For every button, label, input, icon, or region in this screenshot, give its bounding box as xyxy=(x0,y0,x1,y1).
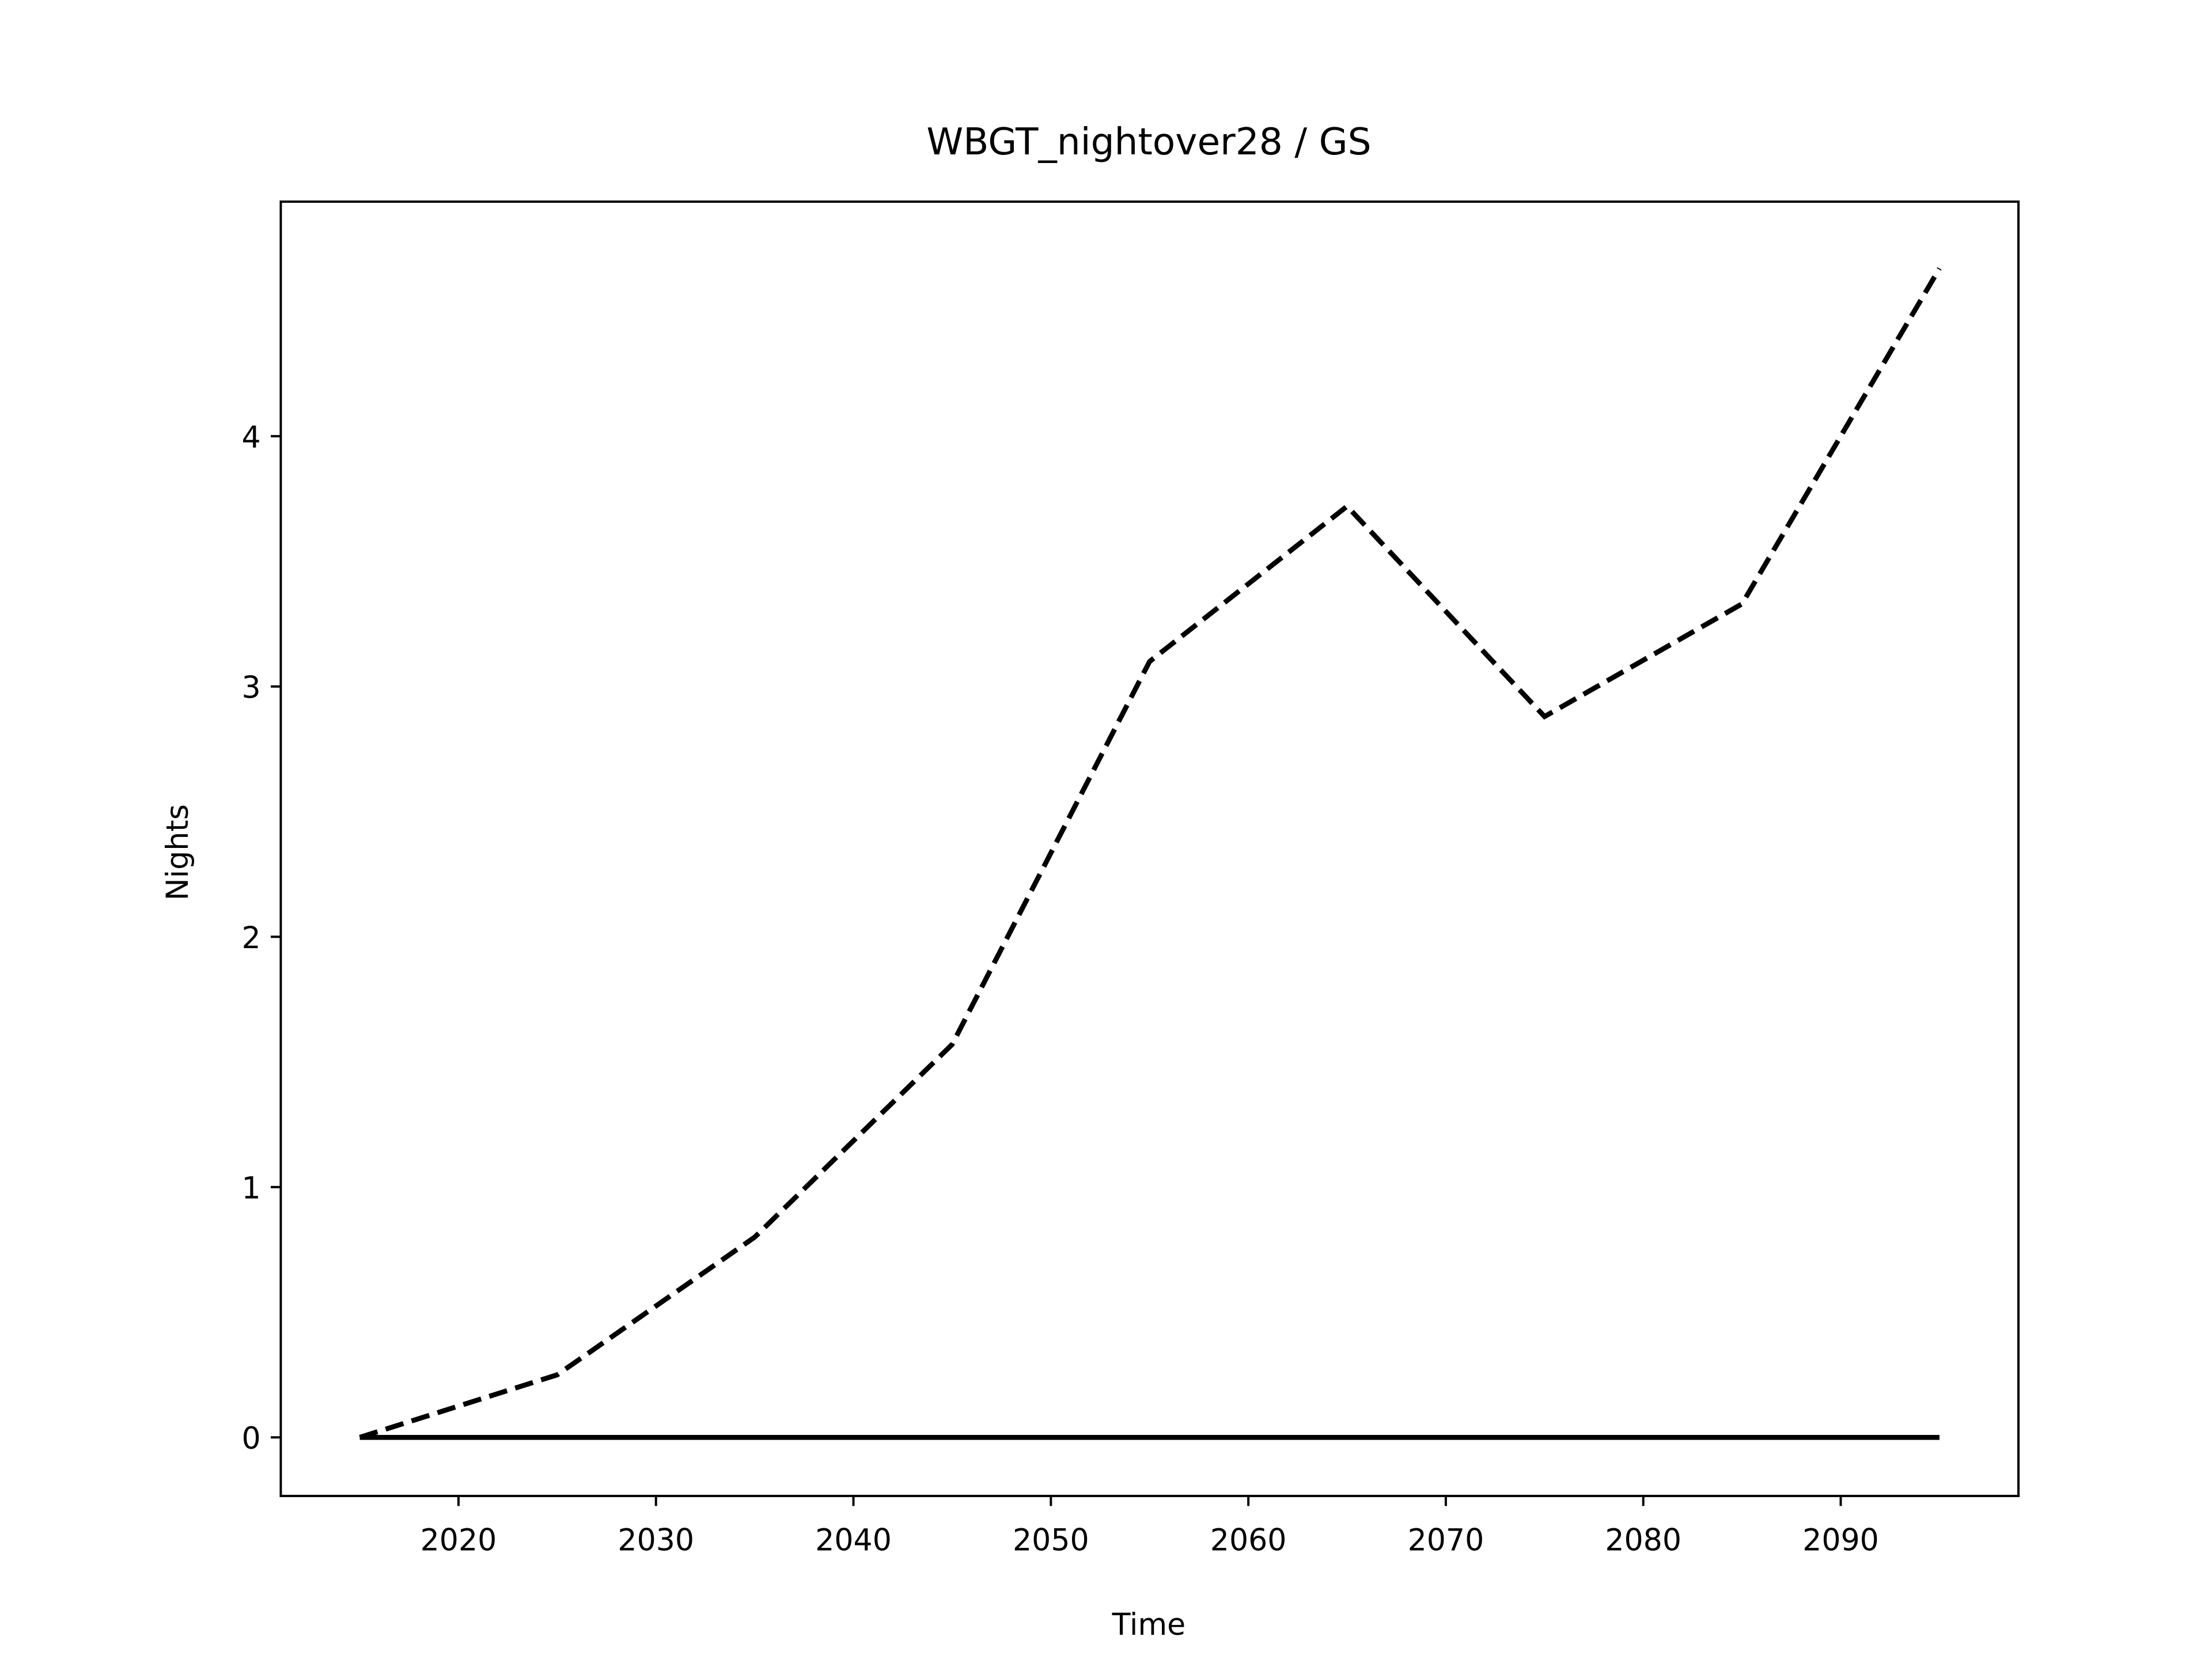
x-tick-label: 2090 xyxy=(1802,1523,1879,1558)
y-tick-label: 1 xyxy=(242,1172,261,1206)
x-axis-label: Time xyxy=(1112,1608,1186,1642)
x-tick-label: 2020 xyxy=(421,1523,497,1558)
y-tick-label: 3 xyxy=(242,671,261,706)
x-tick-label: 2070 xyxy=(1408,1523,1484,1558)
data-line xyxy=(359,267,1942,1440)
x-tick-label: 2030 xyxy=(618,1523,694,1558)
y-tick-label: 2 xyxy=(242,921,261,956)
x-tick-label: 2040 xyxy=(815,1523,892,1558)
x-tick-label: 2060 xyxy=(1210,1523,1287,1558)
y-axis-label: Nights xyxy=(161,804,195,900)
x-tick-label: 2050 xyxy=(1013,1523,1089,1558)
x-tick-label: 2080 xyxy=(1605,1523,1681,1558)
plot-frame xyxy=(279,200,2020,1497)
y-tick-label: 0 xyxy=(242,1422,261,1456)
y-tick-label: 4 xyxy=(242,421,261,455)
chart-title: WBGT_nightover28 / GS xyxy=(926,120,1371,164)
